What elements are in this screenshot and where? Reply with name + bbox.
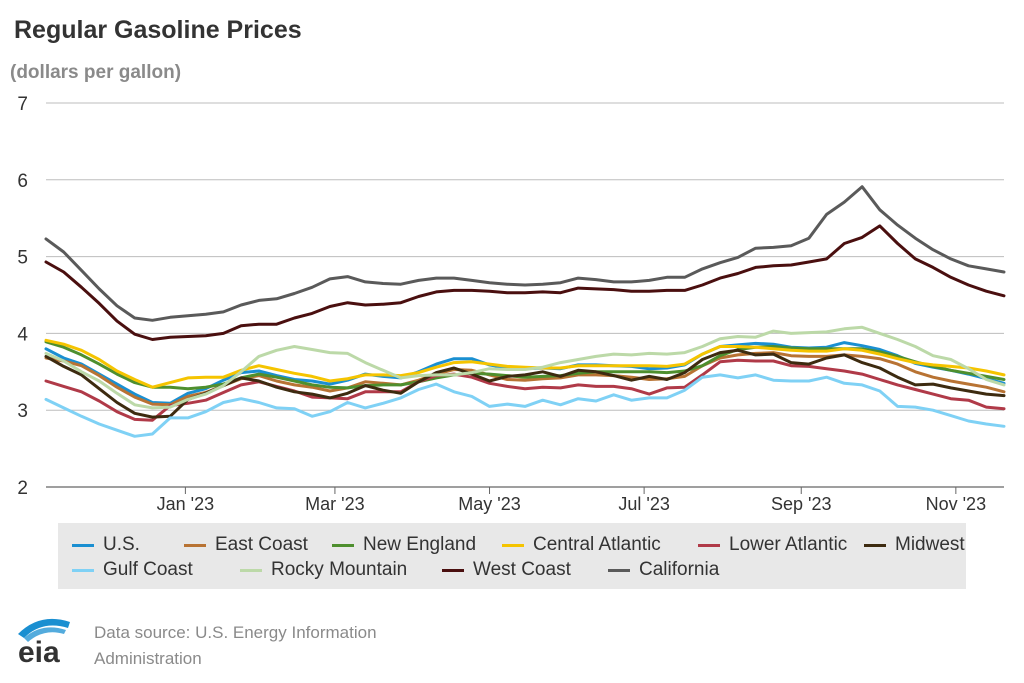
legend-label: California xyxy=(639,559,720,580)
legend-item-u-s: U.S. xyxy=(72,534,140,556)
y-tick-label: 2 xyxy=(17,478,28,499)
source-line-1: Data source: U.S. Energy Information xyxy=(94,623,377,642)
legend-item-rocky-mountain: Rocky Mountain xyxy=(240,559,407,581)
data-source-note: Data source: U.S. Energy Information Adm… xyxy=(94,620,377,672)
series-line-lower-atlantic xyxy=(44,358,1006,422)
legend-label: U.S. xyxy=(103,534,140,555)
grid-lines xyxy=(46,102,1004,488)
legend-swatch xyxy=(698,543,720,547)
series-lines xyxy=(44,185,1006,438)
legend-swatch xyxy=(864,543,886,547)
x-tick-label: May '23 xyxy=(458,494,520,514)
chart-title: Regular Gasoline Prices xyxy=(14,16,302,44)
y-tick-label: 6 xyxy=(17,171,28,192)
x-tick-label: Nov '23 xyxy=(926,494,986,514)
legend-item-east-coast: East Coast xyxy=(184,534,308,556)
legend-label: Lower Atlantic xyxy=(729,534,848,555)
legend-swatch xyxy=(608,568,630,572)
source-line-2: Administration xyxy=(94,649,202,668)
chart-subtitle: (dollars per gallon) xyxy=(10,62,182,83)
legend-label: East Coast xyxy=(215,534,308,555)
y-tick-label: 5 xyxy=(17,248,28,269)
y-tick-label: 7 xyxy=(17,94,28,115)
legend-swatch xyxy=(442,568,464,572)
y-axis-ticks: 2 3 4 5 6 7 xyxy=(17,94,28,499)
series-line-central-atlantic xyxy=(44,338,1006,389)
legend-item-gulf-coast: Gulf Coast xyxy=(72,559,193,581)
series-line-california xyxy=(44,185,1006,322)
legend-item-lower-atlantic: Lower Atlantic xyxy=(698,534,847,556)
legend-swatch xyxy=(72,568,94,572)
legend-label: Central Atlantic xyxy=(533,534,661,555)
legend-swatch xyxy=(332,543,354,547)
legend-item-west-coast: West Coast xyxy=(442,559,571,581)
x-tick-label: Sep '23 xyxy=(771,494,832,514)
legend-label: New England xyxy=(363,534,477,555)
eia-logo: eia xyxy=(14,614,80,671)
x-tick-label: Mar '23 xyxy=(305,494,364,514)
x-tick-label: Jul '23 xyxy=(618,494,669,514)
x-axis-ticks: Jan '23 Mar '23 May '23 Jul '23 Sep '23 Nov '… xyxy=(157,487,986,514)
series-line-gulf-coast xyxy=(44,373,1006,438)
legend-item-central-atlantic: Central Atlantic xyxy=(502,534,661,556)
legend-label: Gulf Coast xyxy=(103,559,193,580)
y-tick-label: 3 xyxy=(17,401,28,422)
eia-logo-text: eia xyxy=(18,636,60,666)
legend-label: Rocky Mountain xyxy=(271,559,408,580)
legend-swatch xyxy=(502,543,524,547)
legend-item-california: California xyxy=(608,559,719,581)
series-line-rocky-mountain xyxy=(44,325,1006,410)
legend-swatch xyxy=(184,543,206,547)
legend-swatch xyxy=(72,543,94,547)
legend-item-new-england: New England xyxy=(332,534,476,556)
legend-swatch xyxy=(240,568,262,572)
line-chart: 2 3 4 5 6 7 Jan '23 Mar '23 May '23 Jul '23 Sep '… xyxy=(17,94,1006,514)
y-tick-label: 4 xyxy=(17,324,28,345)
legend-label: Midwest xyxy=(895,534,965,555)
x-tick-label: Jan '23 xyxy=(157,494,214,514)
legend-item-midwest: Midwest xyxy=(864,534,965,556)
chart-legend: U.S. East Coast New England Central Atlanti… xyxy=(58,523,966,589)
series-line-west-coast xyxy=(44,224,1006,341)
legend-label: West Coast xyxy=(473,559,571,580)
